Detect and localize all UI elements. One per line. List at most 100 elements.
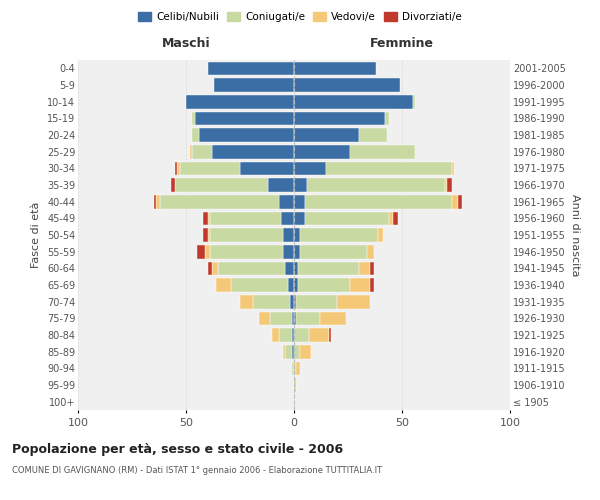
Bar — [290, 295, 294, 308]
Bar — [301, 345, 311, 358]
Bar — [294, 278, 298, 292]
Bar — [178, 162, 179, 175]
Bar — [208, 262, 212, 275]
Bar — [203, 212, 208, 225]
Bar — [326, 162, 452, 175]
Bar — [413, 95, 415, 108]
Bar — [193, 112, 194, 125]
Bar — [171, 178, 175, 192]
Bar — [294, 62, 376, 75]
Bar — [448, 178, 452, 192]
Bar — [294, 112, 385, 125]
Bar — [283, 345, 286, 358]
Bar — [160, 195, 279, 208]
Bar — [281, 212, 294, 225]
Bar — [292, 312, 294, 325]
Text: Popolazione per età, sesso e stato civile - 2006: Popolazione per età, sesso e stato civil… — [12, 442, 343, 456]
Bar — [197, 245, 205, 258]
Bar — [218, 262, 286, 275]
Bar — [214, 78, 294, 92]
Bar — [359, 262, 370, 275]
Bar — [259, 312, 270, 325]
Bar — [208, 62, 294, 75]
Bar — [320, 312, 346, 325]
Bar — [179, 162, 240, 175]
Bar — [240, 162, 294, 175]
Bar — [389, 212, 394, 225]
Bar — [283, 245, 294, 258]
Bar — [210, 228, 283, 242]
Bar — [270, 312, 292, 325]
Bar — [292, 362, 294, 375]
Bar — [294, 228, 301, 242]
Bar — [287, 278, 294, 292]
Bar — [240, 295, 253, 308]
Bar — [296, 362, 301, 375]
Bar — [378, 228, 383, 242]
Bar — [301, 245, 367, 258]
Bar — [337, 295, 370, 308]
Bar — [394, 212, 398, 225]
Bar — [294, 212, 305, 225]
Bar — [175, 178, 268, 192]
Text: COMUNE DI GAVIGNANO (RM) - Dati ISTAT 1° gennaio 2006 - Elaborazione TUTTITALIA.: COMUNE DI GAVIGNANO (RM) - Dati ISTAT 1°… — [12, 466, 382, 475]
Bar — [294, 312, 296, 325]
Bar — [268, 178, 294, 192]
Bar — [193, 145, 212, 158]
Bar — [194, 112, 294, 125]
Bar — [370, 278, 374, 292]
Bar — [156, 195, 160, 208]
Bar — [445, 178, 448, 192]
Bar — [294, 262, 298, 275]
Y-axis label: Fasce di età: Fasce di età — [31, 202, 41, 268]
Bar — [301, 228, 378, 242]
Bar — [298, 262, 359, 275]
Bar — [272, 328, 279, 342]
Bar — [458, 195, 463, 208]
Bar — [190, 145, 193, 158]
Bar — [294, 195, 305, 208]
Bar — [253, 295, 290, 308]
Y-axis label: Anni di nascita: Anni di nascita — [569, 194, 580, 276]
Bar — [154, 195, 156, 208]
Bar — [210, 245, 283, 258]
Bar — [212, 145, 294, 158]
Bar — [210, 212, 281, 225]
Bar — [286, 262, 294, 275]
Bar — [309, 328, 329, 342]
Bar — [216, 278, 232, 292]
Bar — [208, 228, 210, 242]
Bar — [294, 345, 301, 358]
Bar — [385, 112, 389, 125]
Bar — [296, 295, 337, 308]
Bar — [232, 278, 287, 292]
Bar — [350, 145, 415, 158]
Bar — [350, 278, 370, 292]
Bar — [294, 95, 413, 108]
Bar — [359, 128, 387, 142]
Text: Maschi: Maschi — [161, 37, 211, 50]
Bar — [298, 278, 350, 292]
Bar — [203, 228, 208, 242]
Bar — [305, 212, 389, 225]
Bar — [294, 328, 309, 342]
Bar — [208, 212, 210, 225]
Bar — [294, 78, 400, 92]
Bar — [186, 95, 294, 108]
Bar — [294, 178, 307, 192]
Bar — [452, 162, 454, 175]
Bar — [279, 328, 292, 342]
Bar — [199, 128, 294, 142]
Bar — [193, 128, 199, 142]
Bar — [205, 245, 210, 258]
Bar — [307, 178, 445, 192]
Bar — [367, 245, 374, 258]
Bar — [212, 262, 218, 275]
Legend: Celibi/Nubili, Coniugati/e, Vedovi/e, Divorziati/e: Celibi/Nubili, Coniugati/e, Vedovi/e, Di… — [134, 8, 466, 26]
Bar — [329, 328, 331, 342]
Bar — [294, 145, 350, 158]
Bar — [292, 345, 294, 358]
Bar — [294, 295, 296, 308]
Bar — [296, 312, 320, 325]
Bar — [294, 128, 359, 142]
